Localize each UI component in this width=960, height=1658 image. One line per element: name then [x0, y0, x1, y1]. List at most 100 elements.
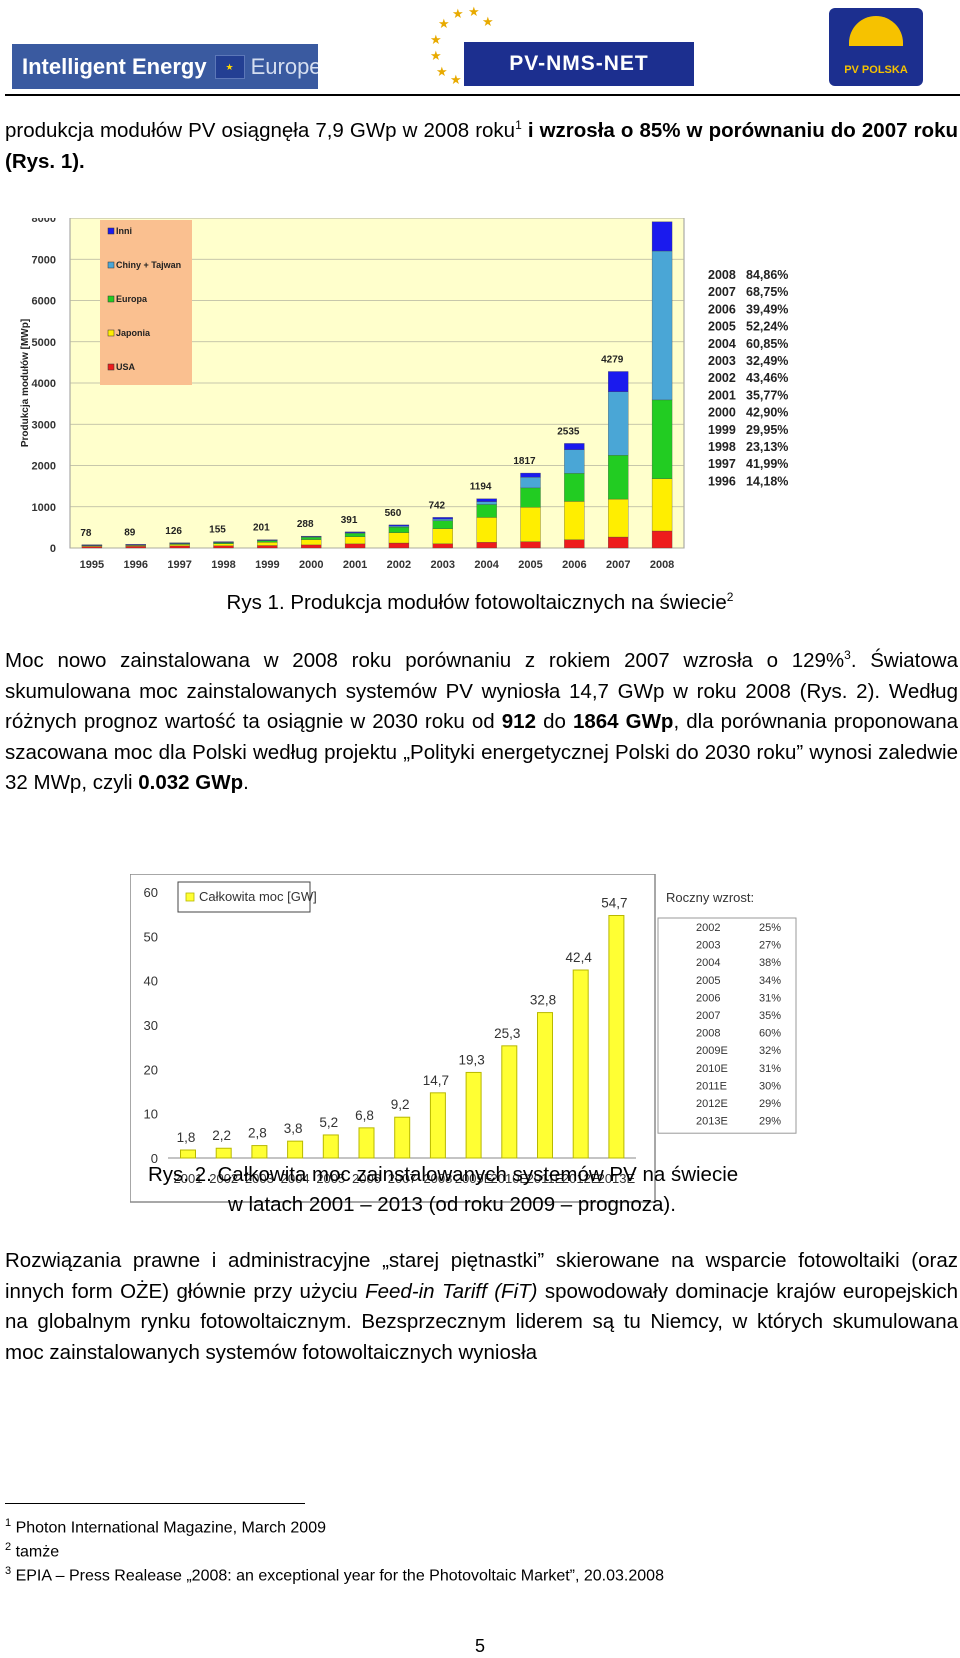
value-label: 19,3 [458, 1052, 484, 1067]
svg-text:★: ★ [438, 16, 450, 31]
value-label: 6,8 [355, 1108, 374, 1123]
bar-segment [476, 542, 497, 549]
growth-value: 39,49% [746, 302, 788, 316]
y-tick-label: 10 [144, 1107, 158, 1122]
total-label: 78 [80, 528, 92, 539]
logo-name: Intelligent Energy [22, 54, 207, 79]
legend-label: USA [116, 362, 136, 372]
growth-value: 84,86% [746, 268, 788, 282]
footnote-rule [5, 1503, 305, 1504]
bar-segment [388, 532, 410, 544]
growth-year: 2002 [708, 371, 736, 385]
svg-text:★: ★ [436, 64, 448, 79]
growth-value: 25% [759, 922, 781, 934]
growth-value: 35% [759, 1010, 781, 1022]
growth-year: 2007 [708, 285, 736, 299]
growth-value: 32,49% [746, 354, 788, 368]
bar-segment [301, 536, 322, 540]
bar [608, 914, 625, 1159]
total-label: 391 [341, 515, 358, 526]
bar-segment [476, 517, 497, 543]
value-label: 9,2 [391, 1097, 410, 1112]
footnote-text: Photon International Magazine, March 200… [15, 1519, 326, 1537]
bar-stack [388, 524, 410, 549]
growth-value: 29% [759, 1116, 781, 1128]
para-italic: Feed-in Tariff (FiT) [365, 1279, 538, 1303]
growth-year: 2012E [696, 1098, 728, 1110]
legend-swatch [107, 329, 115, 337]
value-label: 3,8 [284, 1121, 303, 1136]
footnote-text: EPIA – Press Realease „2008: an exceptio… [15, 1567, 664, 1585]
x-tick-label: 2006 [352, 1171, 381, 1186]
total-label: 1817 [513, 456, 536, 467]
bar-stack [301, 535, 322, 549]
bar-segment [432, 543, 453, 549]
bar-segment [344, 531, 366, 533]
bar-segment [651, 221, 673, 252]
bar-segment [81, 544, 103, 546]
y-tick-label: 2000 [32, 461, 56, 473]
growth-year: 1998 [708, 440, 736, 454]
intro-paragraph: produkcja modułów PV osiągnęła 7,9 GWp w… [5, 116, 958, 177]
x-tick-label: 2013E [598, 1171, 636, 1186]
total-label: 742 [428, 500, 445, 511]
bar-stack [608, 371, 629, 549]
bar-stack [344, 531, 366, 549]
svg-text:★: ★ [452, 6, 464, 21]
total-label: 155 [209, 525, 226, 536]
growth-year: 2006 [708, 302, 736, 316]
bar-segment [344, 536, 366, 545]
x-tick-label: 1999 [255, 559, 279, 571]
bar-segment [388, 525, 410, 528]
svg-text:★: ★ [482, 14, 494, 29]
bar-segment [432, 517, 453, 520]
bar-segment [213, 545, 234, 549]
y-tick-label: 20 [144, 1062, 158, 1077]
legend: Całkowita moc [GW] [177, 881, 317, 913]
stars-icon: ★ ★ ★ ★ ★ ★ ★ ★ [424, 4, 504, 87]
legend-swatch [107, 295, 115, 303]
bar-segment [169, 545, 190, 549]
bar-segment [169, 544, 190, 547]
production-chart: 0 1000 2000 3000 4000 5000 6000 7000 8000 Produkc… [20, 218, 788, 571]
growth-value: 31% [759, 1063, 781, 1075]
growth-year: 2008 [708, 268, 736, 282]
footnote-number: 3 [5, 1565, 12, 1577]
bar-segment [344, 543, 366, 549]
para-bold: 0.032 GWp [138, 771, 244, 794]
y-tick-label: 30 [144, 1018, 158, 1033]
bar-segment [520, 477, 541, 489]
growth-year: 2003 [696, 940, 720, 952]
legend: Inni Chiny + Tajwan Europa Japonia USA [100, 220, 192, 385]
bar-segment [125, 544, 146, 546]
y-tick-label: 7000 [32, 254, 56, 266]
y-tick-label: 50 [144, 929, 158, 944]
bar-stack [564, 443, 585, 549]
y-tick-label: 40 [144, 974, 158, 989]
total-label: 1194 [470, 482, 492, 493]
header-rule [5, 94, 960, 96]
footnote-ref: 1 [515, 118, 522, 133]
bar-segment [344, 533, 366, 537]
total-label: 201 [253, 523, 270, 534]
bar-segment [81, 546, 103, 549]
x-tick-label: 2004 [281, 1171, 310, 1186]
y-tick-label: 3000 [32, 419, 56, 431]
legend-swatch [107, 227, 115, 235]
growth-year: 1999 [708, 423, 736, 437]
bar [429, 1092, 446, 1159]
svg-text:★: ★ [468, 4, 480, 19]
growth-value: 41,99% [746, 457, 788, 471]
bar-segment [608, 498, 629, 538]
bar [180, 1149, 196, 1159]
intelligent-energy-logo: Intelligent Energy ★ Europe [12, 44, 318, 89]
growth-value: 42,90% [746, 406, 788, 420]
growth-value: 52,24% [746, 320, 788, 334]
bar-segment [432, 520, 453, 529]
legend-swatch [107, 261, 115, 269]
caption-text: Rys 1. Produkcja modułów fotowoltaicznyc… [226, 591, 727, 614]
para-text: . Światowa skumulowana moc zainstalowany… [5, 649, 958, 733]
growth-year: 1996 [708, 474, 736, 488]
bar-segment [388, 526, 410, 533]
growth-value: 32% [759, 1045, 781, 1057]
